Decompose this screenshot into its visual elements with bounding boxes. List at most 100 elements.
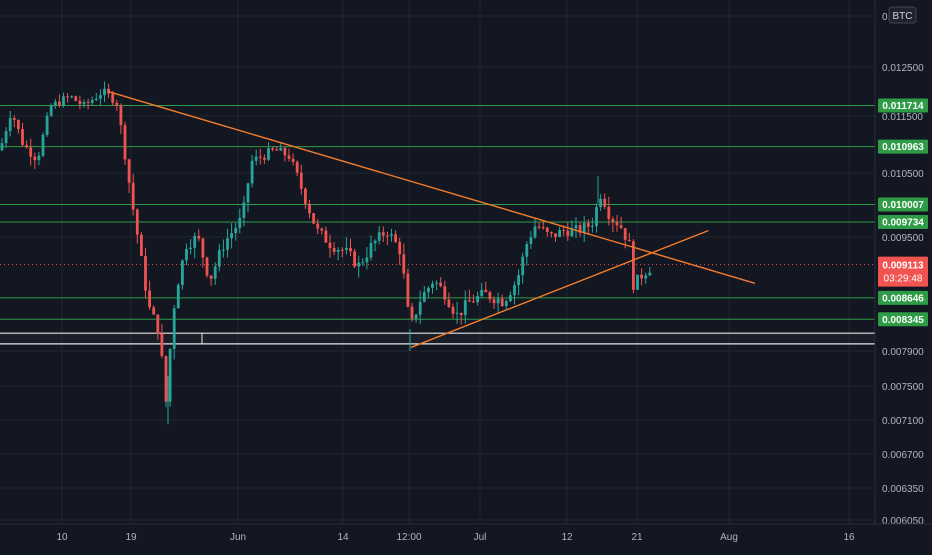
candle-body bbox=[226, 238, 229, 250]
candle-body bbox=[439, 282, 443, 287]
candle-down bbox=[410, 302, 414, 322]
candle-body bbox=[242, 202, 246, 218]
y-tick-label: 0.006350 bbox=[882, 484, 924, 495]
candle-down bbox=[316, 218, 320, 235]
level-label: 0.011714 bbox=[878, 98, 928, 113]
level-label-bg bbox=[878, 139, 928, 154]
candle-down bbox=[304, 187, 307, 209]
candle-body bbox=[332, 248, 336, 252]
x-tick-label: 21 bbox=[631, 532, 643, 543]
level-label-text: 0.008646 bbox=[882, 293, 924, 304]
candle-body bbox=[295, 161, 299, 173]
candle-body bbox=[525, 244, 529, 257]
candle-up bbox=[0, 138, 4, 152]
candle-down bbox=[33, 152, 37, 169]
candle-up bbox=[418, 290, 422, 324]
candle-up bbox=[94, 92, 98, 102]
candle-body bbox=[615, 222, 619, 226]
y-tick-label: 0.012500 bbox=[882, 63, 924, 74]
candle-body bbox=[476, 295, 479, 303]
candle-body bbox=[103, 88, 106, 96]
candle-body bbox=[603, 198, 607, 207]
candle-body bbox=[513, 285, 516, 296]
candle-down bbox=[468, 289, 471, 302]
candle-body bbox=[361, 262, 365, 264]
level-label-bg bbox=[878, 197, 928, 212]
candle-body bbox=[529, 237, 533, 245]
candle-body bbox=[197, 235, 201, 239]
candle-body bbox=[627, 239, 631, 242]
candle-down bbox=[386, 231, 389, 246]
candle-up bbox=[390, 228, 393, 242]
candle-down bbox=[443, 280, 447, 305]
level-label: 0.009734 bbox=[878, 215, 928, 230]
candle-down bbox=[197, 229, 201, 242]
candle-down bbox=[451, 303, 455, 319]
candle-body bbox=[349, 247, 352, 252]
candle-up bbox=[648, 267, 652, 276]
candle-body bbox=[205, 257, 209, 276]
candle-body bbox=[357, 262, 361, 267]
candle-body bbox=[271, 148, 274, 150]
candle-body bbox=[459, 312, 463, 316]
candle-body bbox=[521, 256, 525, 276]
candle-body bbox=[595, 207, 598, 227]
candle-down bbox=[209, 275, 213, 286]
candle-body bbox=[390, 234, 393, 236]
candle-body bbox=[144, 255, 147, 291]
candle-down bbox=[29, 138, 33, 166]
candle-down bbox=[586, 219, 590, 235]
x-tick-label: Aug bbox=[720, 532, 738, 543]
candle-up bbox=[509, 291, 512, 303]
candle-up bbox=[336, 247, 340, 261]
candle-down bbox=[119, 103, 123, 134]
candle-body bbox=[541, 227, 545, 229]
candle-down bbox=[353, 248, 356, 269]
candle-body bbox=[94, 98, 98, 101]
candle-up bbox=[213, 262, 217, 285]
candle-down bbox=[439, 277, 443, 288]
candle-up bbox=[238, 208, 242, 234]
currency-badge[interactable]: BTC bbox=[888, 6, 917, 24]
candle-down bbox=[566, 222, 570, 241]
candle-body bbox=[193, 235, 197, 248]
candle-down bbox=[78, 95, 82, 110]
price-labels: 0.011714 0.010963 0.010007 0.009734 0.008646… bbox=[878, 98, 928, 327]
candle-down bbox=[619, 216, 623, 230]
candle-body bbox=[398, 241, 402, 255]
x-tick-label: 12 bbox=[561, 532, 573, 543]
currency-badge-text: BTC bbox=[893, 11, 913, 22]
candle-down bbox=[603, 193, 607, 210]
candle-down bbox=[12, 115, 16, 128]
candle-down bbox=[627, 232, 631, 242]
candle-down bbox=[312, 212, 315, 225]
currency-badge-box[interactable] bbox=[888, 6, 917, 24]
candle-body bbox=[115, 102, 119, 106]
candle-up bbox=[644, 272, 648, 284]
candle-body bbox=[33, 156, 37, 161]
candle-down bbox=[349, 238, 352, 256]
candle-up bbox=[595, 203, 598, 233]
candle-body bbox=[62, 96, 65, 106]
candle-up bbox=[250, 154, 254, 188]
candle-body bbox=[213, 266, 217, 279]
trendlines bbox=[107, 90, 756, 349]
candle-down bbox=[205, 256, 209, 278]
candle-down bbox=[492, 296, 496, 309]
candle-up bbox=[496, 292, 500, 315]
candle-body bbox=[463, 300, 467, 316]
candle-up bbox=[168, 348, 172, 407]
candle-down bbox=[144, 247, 147, 299]
candle-down bbox=[115, 99, 119, 111]
candle-up bbox=[103, 81, 106, 102]
candle-down bbox=[271, 146, 274, 152]
y-tick-label: 0.006050 bbox=[882, 516, 924, 527]
candle-up bbox=[181, 259, 184, 290]
candle-body bbox=[586, 223, 590, 227]
candle-down bbox=[25, 140, 28, 149]
candle-up bbox=[37, 151, 41, 166]
candle-up bbox=[193, 232, 197, 259]
candle-body bbox=[70, 96, 74, 98]
